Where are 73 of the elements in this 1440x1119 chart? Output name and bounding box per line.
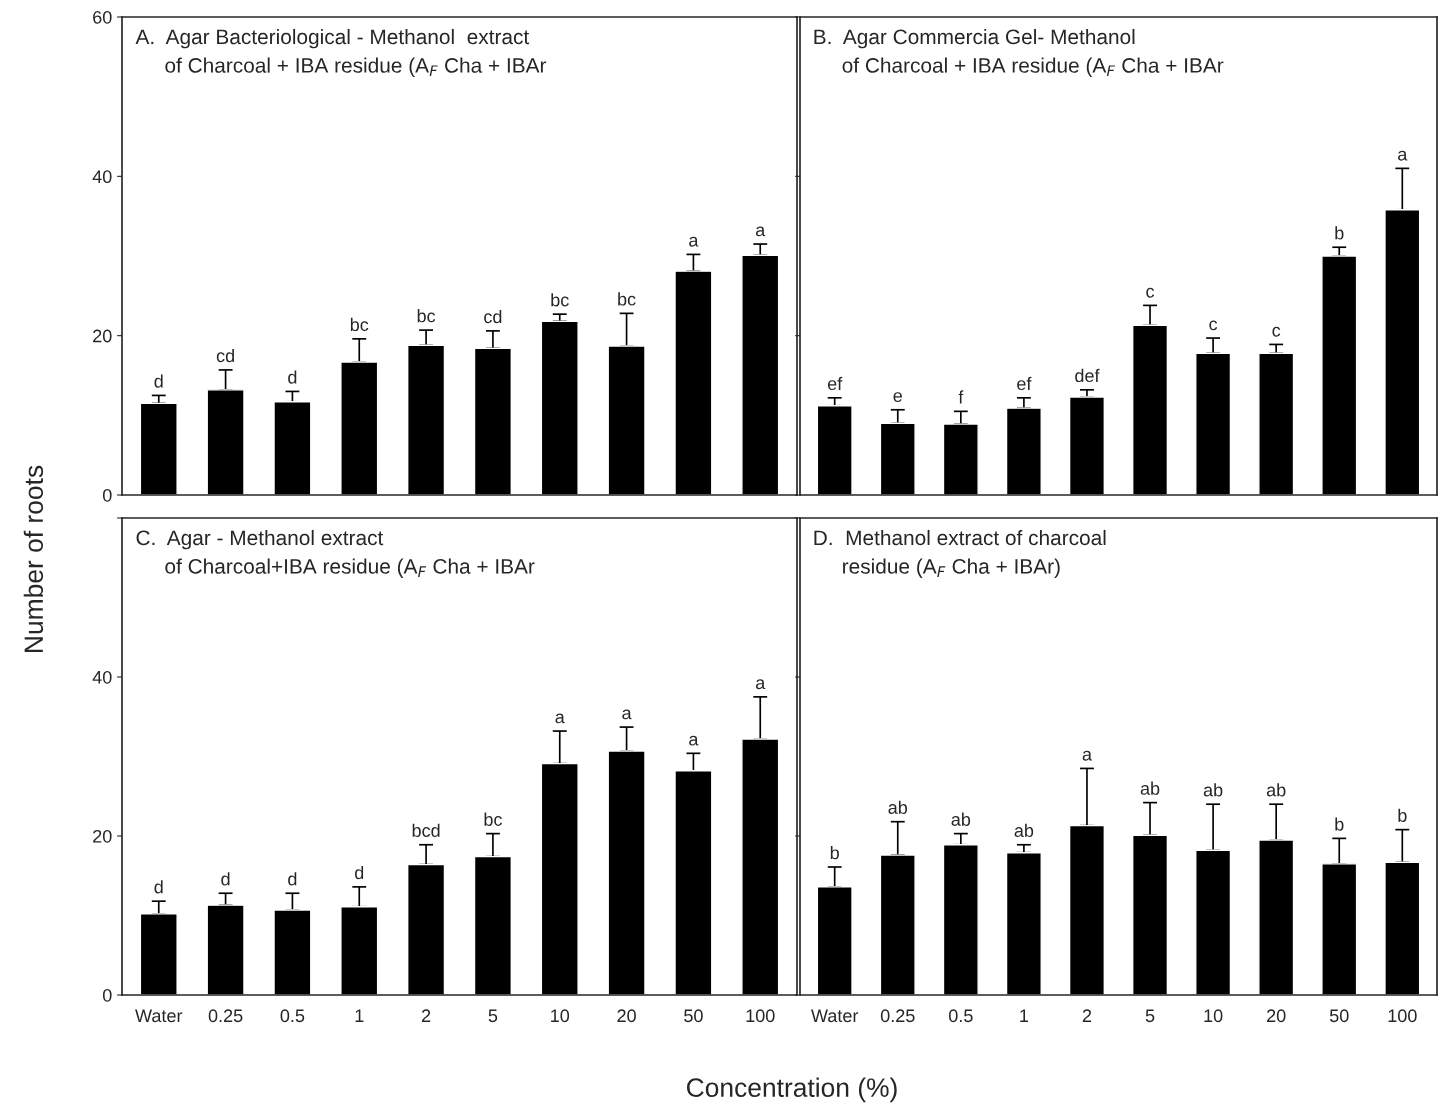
annotation: c: [1209, 320, 1218, 331]
text: A. Agar Bacteriological - Methanol extract of Charcoal + IBA residue (A$_{F}$ Cha + IBAr: [135, 28, 547, 77]
annotation: f: [958, 390, 964, 404]
annotation: ab: [1203, 783, 1223, 797]
annotation: c: [1146, 287, 1155, 298]
x-tick-label: 100: [1388, 1009, 1417, 1023]
annotation: ab: [1140, 781, 1160, 795]
annotation: a: [689, 735, 699, 746]
annotation: bc: [417, 309, 436, 323]
x-tick-label: 5: [1145, 1009, 1155, 1023]
x-tick-label: 2: [1082, 1009, 1092, 1022]
y-tick-label: 40: [92, 170, 112, 184]
x-tick-label: 20: [1267, 1009, 1286, 1023]
annotation: ab: [951, 812, 971, 826]
annotation: bc: [484, 812, 502, 826]
annotation: ef: [1017, 376, 1032, 391]
y-tick-label: 0: [102, 488, 112, 502]
annotation: d: [354, 865, 364, 880]
annotation: ab: [1014, 823, 1034, 838]
x-tick-label: 0.5: [280, 1009, 305, 1023]
annotation: e: [893, 392, 902, 403]
y-tick-label: 20: [93, 329, 112, 343]
text: C. Agar - Methanol extract of Charcoal+IBA residue (A$_{F}$ Cha + IBAr: [136, 529, 535, 578]
annotation: c: [1272, 326, 1281, 337]
x-tick-label: 5: [488, 1009, 498, 1023]
text: B. Agar Commercia Gel- Methanol of Charcoal + IBA residue (A$_{F}$ Cha + IBAr: [814, 28, 1224, 77]
annotation: bc: [551, 293, 569, 307]
x-tick-label: 0.25: [880, 1009, 915, 1023]
annotation: a: [755, 226, 766, 237]
x-tick-label: 10: [551, 1009, 570, 1023]
x-tick-label: 50: [684, 1009, 703, 1023]
annotation: ab: [888, 800, 908, 814]
x-tick-label: 50: [1329, 1009, 1349, 1023]
x-tick-label: 1: [355, 1009, 364, 1022]
annotation: a: [755, 679, 766, 690]
annotation: d: [221, 872, 230, 886]
y-tick-label: 40: [92, 670, 112, 684]
annotation: a: [689, 236, 699, 247]
annotation: ab: [1266, 783, 1286, 797]
x-tick-label: 10: [1204, 1009, 1223, 1023]
annotation: d: [288, 872, 297, 886]
x-tick-label: 20: [617, 1009, 636, 1023]
annotation: b: [830, 846, 839, 860]
annotation: b: [1335, 226, 1344, 240]
annotation: b: [1335, 817, 1344, 831]
annotation: cd: [484, 309, 502, 324]
x-tick-label: Water: [135, 1009, 183, 1023]
x-tick-label: 0.25: [208, 1009, 243, 1023]
annotation: b: [1398, 808, 1407, 822]
x-tick-label: Water: [811, 1009, 859, 1023]
y-tick-label: 0: [102, 988, 112, 1002]
y-tick-label: 60: [93, 10, 112, 24]
annotation: d: [288, 370, 297, 384]
annotation: a: [622, 709, 632, 720]
annotation: a: [1082, 750, 1092, 761]
annotation: d: [154, 880, 163, 894]
annotation: bc: [618, 292, 636, 306]
y-axis-title: Number of roots: [23, 465, 44, 652]
x-tick-label: 100: [746, 1009, 775, 1023]
text: D. Methanol extract of charcoal residue (A$_{F}$ Cha + IBAr): [814, 529, 1106, 578]
annotation: def: [1075, 368, 1100, 383]
x-tick-label: 1: [1020, 1009, 1029, 1022]
annotation: bcd: [412, 823, 440, 838]
x-tick-label: 2: [421, 1009, 431, 1022]
annotation: a: [1398, 150, 1408, 161]
annotation: cd: [216, 348, 234, 363]
annotation: d: [154, 374, 163, 388]
x-axis-title: Concentration (%): [687, 1077, 897, 1103]
annotation: a: [555, 713, 565, 724]
x-tick-label: 0.5: [948, 1009, 973, 1023]
annotation: ef: [827, 376, 843, 391]
annotation: bc: [350, 317, 369, 332]
y-tick-label: 20: [93, 829, 112, 843]
